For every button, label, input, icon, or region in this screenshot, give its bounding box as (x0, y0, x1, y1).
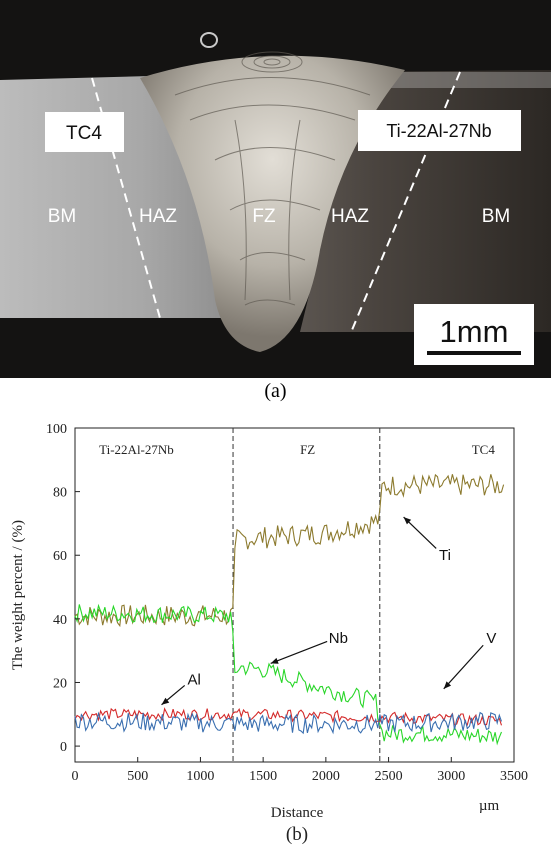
x-tick-label: 3500 (500, 769, 528, 784)
x-tick-label: 2500 (375, 769, 403, 784)
region-label-1: Ti-22Al-27Nb (99, 442, 174, 457)
x-tick-label: 1500 (249, 769, 277, 784)
series-line-nb (74, 603, 503, 746)
y-axis-label: The weight percent / (%) (10, 520, 26, 670)
x-tick-label: 3000 (437, 769, 465, 784)
y-tick-label: 20 (53, 676, 67, 691)
region-label-3: TC4 (472, 442, 496, 457)
series-line-v (74, 711, 503, 735)
fusion-zone (140, 55, 405, 353)
left-material-label: TC4 (66, 123, 102, 144)
caption-b: (b) (286, 824, 308, 845)
annotation-arrowhead-al (161, 697, 170, 705)
annotation-label-al: Al (187, 671, 200, 688)
annotation-label-v: V (486, 630, 496, 647)
annotation-label-nb: Nb (329, 630, 348, 647)
zone-label-bm-right: BM (482, 206, 511, 227)
composition-chart: Ti-22Al-27Nb FZ TC4 0 500 1000 1500 2000 2500 30… (10, 422, 528, 845)
left-haz-boundary (91, 77, 161, 319)
fusion-zone-ripples (174, 51, 371, 306)
annotation-arrow-ti (403, 516, 437, 549)
y-tick-label: 80 (53, 486, 67, 501)
x-axis-unit: µm (479, 798, 500, 814)
zone-label-haz-left: HAZ (139, 206, 177, 227)
weld-micrograph: TC4 Ti-22Al-27Nb BM HAZ FZ HAZ BM 1mm (0, 0, 551, 378)
annotation-label-ti: Ti (439, 547, 451, 564)
x-axis-label: Distance (271, 805, 324, 821)
x-tick-label: 1000 (186, 769, 214, 784)
annotation-arrow-nb (270, 640, 328, 664)
y-tick-label: 100 (46, 422, 67, 437)
annotation-arrowhead-nb (270, 657, 279, 664)
right-surface-highlight (360, 72, 551, 88)
zone-label-bm-left: BM (48, 206, 77, 227)
right-material-label-box (358, 110, 521, 151)
pore-feature (200, 32, 218, 48)
tick-layer: 0 500 1000 1500 2000 2500 3000 3500 0 20 40 60 80 100 (46, 422, 528, 784)
x-tick-label: 0 (72, 769, 79, 784)
region-label-2: FZ (300, 442, 315, 457)
zone-label-fz: FZ (252, 206, 276, 227)
y-tick-label: 40 (53, 613, 67, 628)
annotation-arrowhead-ti (403, 517, 412, 525)
zone-label-haz-right: HAZ (331, 206, 369, 227)
annotation-arrowhead-v (443, 681, 452, 689)
right-material-label: Ti-22Al-27Nb (386, 121, 491, 141)
annotation-arrow-v (443, 644, 484, 690)
caption-a: (a) (264, 380, 287, 402)
annotation-layer: Ti Nb Al V (161, 516, 496, 706)
plot-frame (74, 427, 515, 763)
x-tick-label: 500 (127, 769, 148, 784)
series-line-al (74, 707, 503, 726)
series-layer (74, 473, 505, 746)
scale-bar-label: 1mm (440, 314, 509, 349)
left-material-label-box (45, 112, 124, 152)
y-tick-label: 0 (60, 740, 67, 755)
plot-dividers: Ti-22Al-27Nb FZ TC4 (99, 428, 495, 762)
series-line-ti (74, 473, 505, 628)
x-tick-label: 2000 (312, 769, 340, 784)
y-tick-label: 60 (53, 549, 67, 564)
